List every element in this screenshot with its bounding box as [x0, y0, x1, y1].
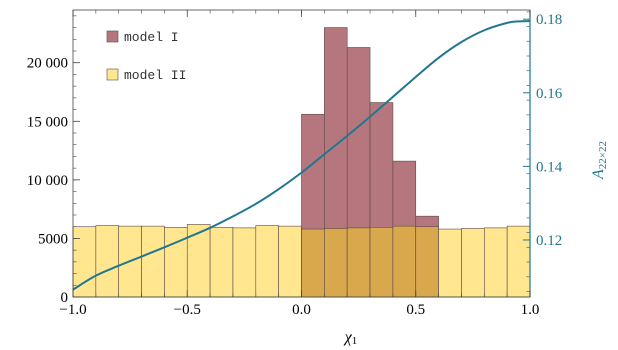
bar-model-ii — [232, 227, 257, 298]
bar-model-ii — [141, 225, 165, 298]
a22-curve — [72, 20, 531, 291]
bar-model-ii — [415, 226, 439, 298]
legend-label: model I — [124, 30, 179, 45]
bar-model-ii — [461, 228, 485, 298]
legend-swatch — [106, 68, 119, 81]
bar-model-ii — [324, 228, 348, 298]
bar-model-ii — [255, 225, 279, 298]
bar-model-ii — [392, 225, 417, 298]
y-tick-label: 0 — [61, 290, 69, 306]
bar-model-ii — [164, 227, 188, 298]
y-tick-label: 10 000 — [27, 173, 68, 189]
y-right-tick-label: 0.14 — [536, 159, 563, 175]
bar-model-ii — [438, 228, 462, 298]
right-axis-label: A22×22 — [590, 141, 609, 180]
bar-model-ii — [209, 227, 234, 298]
x-tick-label: 0.0 — [292, 302, 311, 318]
y-tick-label: 20 000 — [27, 56, 68, 72]
y-right-tick-label: 0.18 — [536, 12, 562, 28]
x-tick-label: −1.0 — [59, 302, 86, 318]
y-right-tick-label: 0.16 — [536, 86, 563, 102]
legend: model I model II — [106, 30, 186, 83]
bar-model-ii — [506, 225, 531, 298]
bar-model-ii — [483, 227, 508, 298]
legend-swatch — [106, 30, 119, 43]
bar-model-ii — [369, 227, 394, 298]
axes-layer: −1.0 −0.5 0.0 0.5 1.0 0 5000 10 000 15 000 20 000… — [27, 9, 563, 318]
x-tick-label: 0.5 — [406, 302, 425, 318]
bar-model-ii — [278, 225, 302, 298]
x-tick-label: −0.5 — [174, 302, 201, 318]
bar-model-ii — [95, 225, 119, 298]
bar-model-ii — [301, 228, 325, 298]
bar-model-ii — [346, 227, 371, 298]
x-tick-label: 1.0 — [521, 302, 540, 318]
y-right-tick-label: 0.12 — [536, 233, 562, 249]
y-tick-label: 15 000 — [27, 114, 68, 130]
x-axis-label: χ1 — [343, 329, 358, 347]
y-tick-label: 5000 — [38, 231, 68, 247]
legend-label: model II — [124, 68, 186, 83]
curve-layer — [72, 20, 531, 291]
